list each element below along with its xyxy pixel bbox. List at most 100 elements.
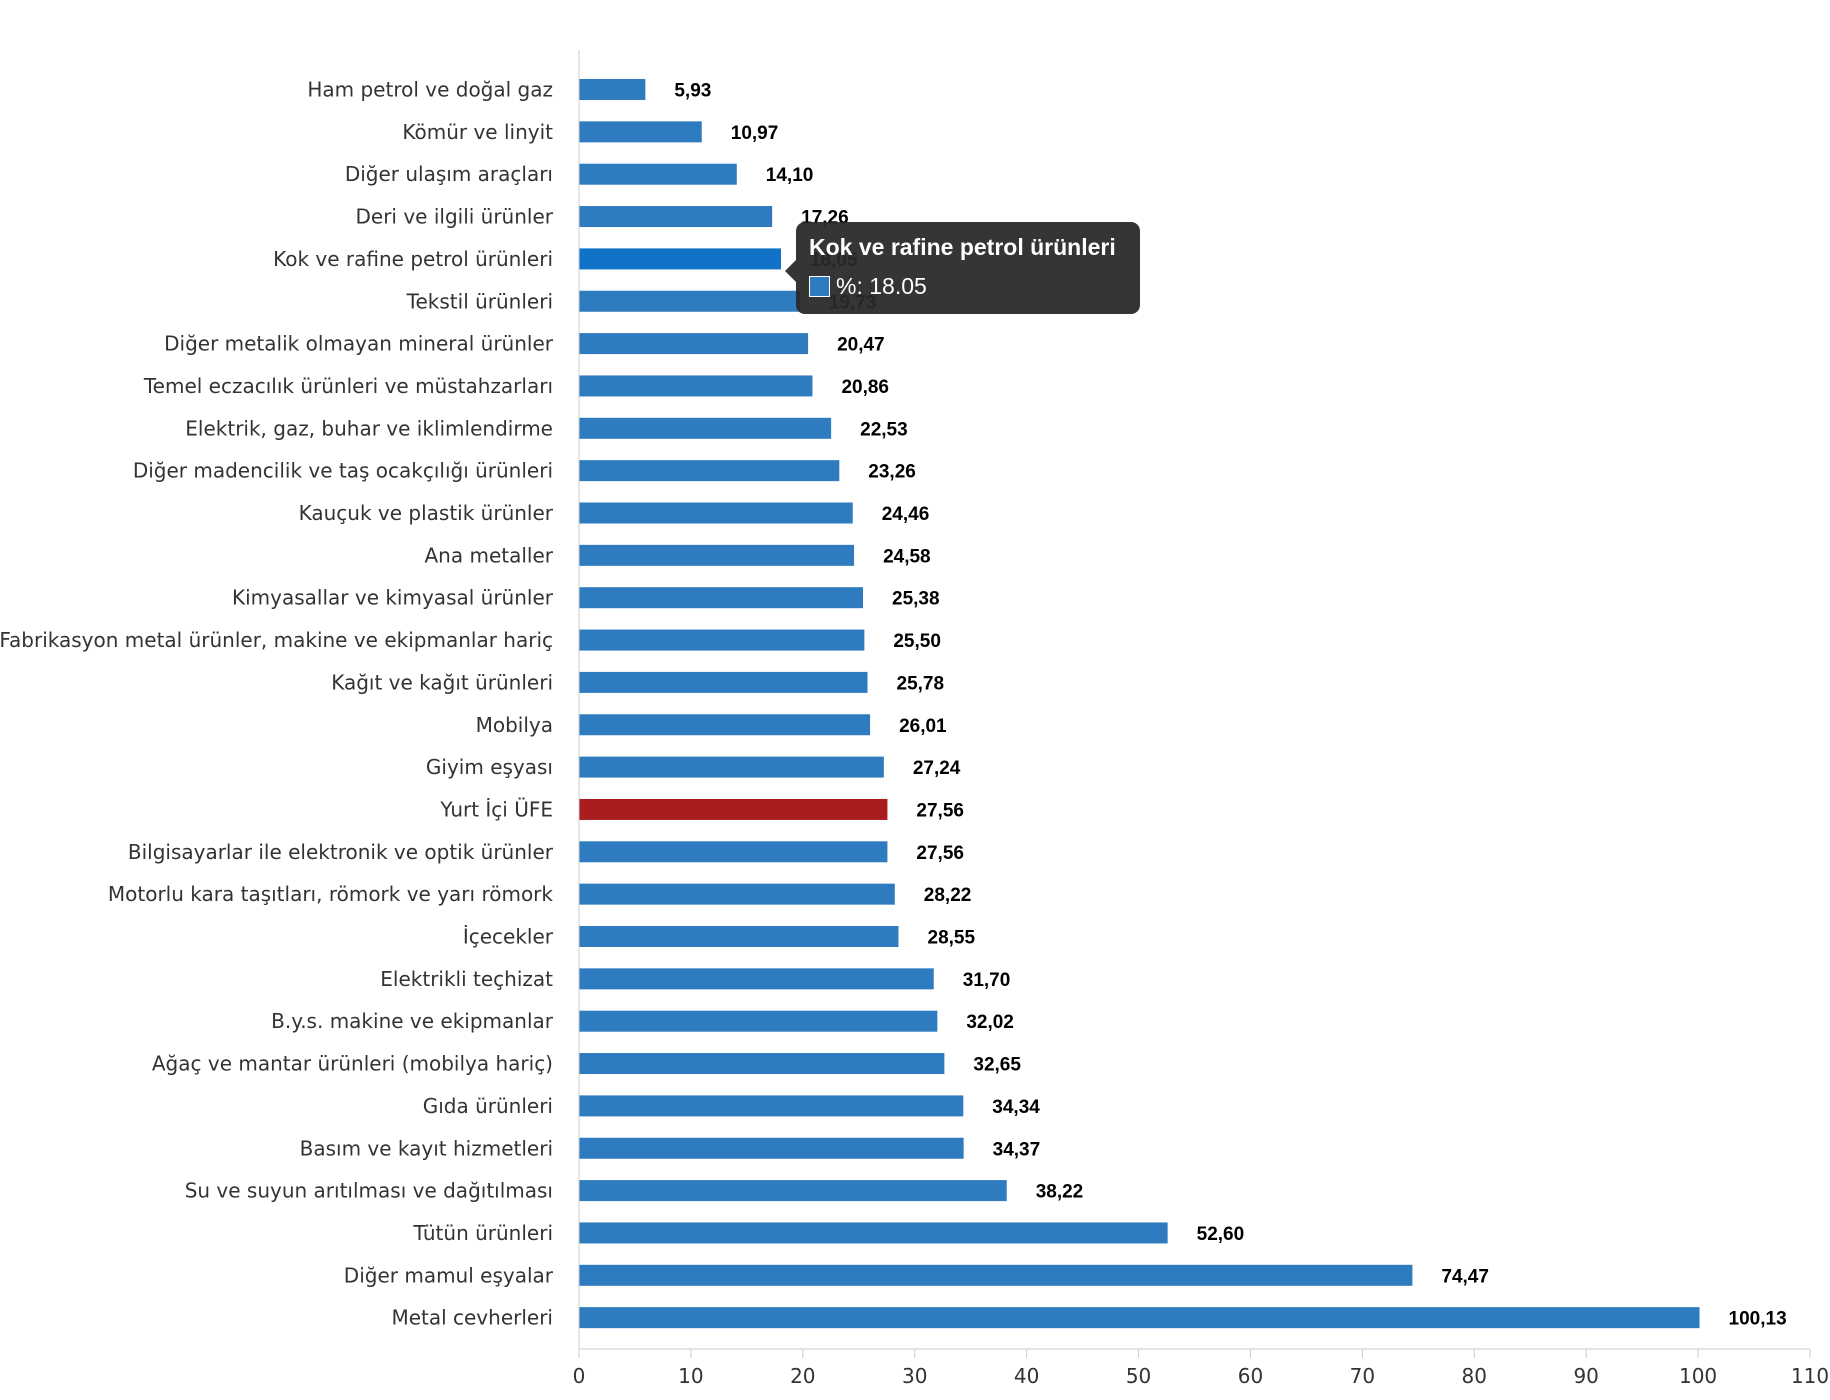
value-label-22: 32,02 xyxy=(966,1012,1014,1033)
x-axis: 0 10 20 30 40 50 60 70 80 90 100 110 xyxy=(573,50,1829,1388)
x-tick-label-8: 80 xyxy=(1462,1364,1487,1388)
value-label-15: 26,01 xyxy=(899,716,947,737)
x-tick-label-11: 110 xyxy=(1791,1364,1829,1388)
value-label-23: 32,65 xyxy=(973,1055,1021,1076)
value-label-11: 24,58 xyxy=(883,546,931,567)
value-label-25: 34,37 xyxy=(993,1139,1041,1160)
category-label-16: Giyim eşyası xyxy=(426,755,553,779)
bar-16[interactable] xyxy=(579,756,884,778)
x-tick-label-4: 40 xyxy=(1014,1364,1039,1388)
category-label-0: Ham petrol ve doğal gaz xyxy=(307,78,553,102)
value-label-17: 27,56 xyxy=(916,800,964,821)
value-label-13: 25,50 xyxy=(893,631,941,652)
bar-23[interactable] xyxy=(579,1053,945,1075)
bar-29[interactable] xyxy=(579,1307,1700,1329)
tooltip-row: %: 18.05 xyxy=(809,273,1128,300)
x-tick-label-10: 100 xyxy=(1679,1364,1717,1388)
bar-4[interactable] xyxy=(579,248,781,270)
category-label-13: Fabrikasyon metal ürünler, makine ve eki… xyxy=(0,628,553,652)
tooltip-value: %: 18.05 xyxy=(836,273,927,299)
bar-27[interactable] xyxy=(579,1222,1168,1244)
value-label-12: 25,38 xyxy=(892,589,940,610)
category-label-20: İçecekler xyxy=(463,925,554,949)
bars-layer xyxy=(579,79,1700,1329)
bar-5[interactable] xyxy=(579,290,800,312)
category-label-28: Diğer mamul eşyalar xyxy=(344,1263,554,1287)
category-label-2: Diğer ulaşım araçları xyxy=(345,162,553,186)
value-label-0: 5,93 xyxy=(674,81,711,102)
category-label-9: Diğer madencilik ve taş ocakçılığı ürünl… xyxy=(133,459,553,483)
category-label-6: Diğer metalik olmayan mineral ürünler xyxy=(164,332,554,356)
bar-24[interactable] xyxy=(579,1095,964,1117)
value-label-28: 74,47 xyxy=(1441,1266,1489,1287)
bar-9[interactable] xyxy=(579,460,840,482)
value-label-2: 14,10 xyxy=(766,165,814,186)
value-label-18: 27,56 xyxy=(916,843,964,864)
bar-10[interactable] xyxy=(579,502,853,524)
bar-15[interactable] xyxy=(579,714,871,736)
category-label-22: B.y.s. makine ve ekipmanlar xyxy=(271,1009,554,1033)
value-label-19: 28,22 xyxy=(924,885,972,906)
bar-18[interactable] xyxy=(579,841,888,863)
category-label-19: Motorlu kara taşıtları, römork ve yarı r… xyxy=(108,882,554,906)
bar-19[interactable] xyxy=(579,883,895,905)
category-label-24: Gıda ürünleri xyxy=(423,1094,553,1118)
category-label-14: Kağıt ve kağıt ürünleri xyxy=(331,670,553,694)
value-label-20: 28,55 xyxy=(928,928,976,949)
bar-8[interactable] xyxy=(579,417,832,439)
bar-2[interactable] xyxy=(579,163,737,185)
bar-28[interactable] xyxy=(579,1264,1413,1286)
chart-tooltip: Kok ve rafine petrol ürünleri %: 18.05 xyxy=(785,222,1140,314)
value-label-1: 10,97 xyxy=(731,123,779,144)
bar-12[interactable] xyxy=(579,587,864,609)
x-tick-label-1: 10 xyxy=(678,1364,703,1388)
value-label-16: 27,24 xyxy=(913,758,961,779)
bar-7[interactable] xyxy=(579,375,813,397)
category-label-29: Metal cevherleri xyxy=(391,1306,553,1330)
category-label-23: Ağaç ve mantar ürünleri (mobilya hariç) xyxy=(152,1052,553,1076)
category-label-10: Kauçuk ve plastik ürünler xyxy=(299,501,554,525)
category-label-1: Kömür ve linyit xyxy=(402,120,553,144)
bar-26[interactable] xyxy=(579,1180,1007,1202)
value-label-24: 34,34 xyxy=(992,1097,1040,1118)
value-label-26: 38,22 xyxy=(1036,1182,1084,1203)
category-label-21: Elektrikli teçhizat xyxy=(380,967,553,991)
bar-11[interactable] xyxy=(579,544,855,566)
tooltip-title: Kok ve rafine petrol ürünleri xyxy=(809,234,1116,260)
bar-3[interactable] xyxy=(579,206,773,228)
bar-6[interactable] xyxy=(579,333,809,355)
value-label-8: 22,53 xyxy=(860,419,908,440)
tooltip-series-swatch xyxy=(809,276,830,297)
value-label-10: 24,46 xyxy=(882,504,930,525)
category-label-18: Bilgisayarlar ile elektronik ve optik ür… xyxy=(128,840,554,864)
value-labels: 5,9310,9714,1017,2618,0519,7320,4720,862… xyxy=(674,81,1786,1330)
bar-1[interactable] xyxy=(579,121,702,143)
category-label-17: Yurt İçi ÜFE xyxy=(439,797,553,821)
category-label-26: Su ve suyun arıtılması ve dağıtılması xyxy=(185,1179,553,1203)
category-label-27: Tütün ürünleri xyxy=(412,1221,553,1245)
bar-0[interactable] xyxy=(579,79,646,100)
bar-25[interactable] xyxy=(579,1137,964,1159)
value-label-6: 20,47 xyxy=(837,335,885,356)
bar-17[interactable] xyxy=(579,798,888,820)
category-label-4: Kok ve rafine petrol ürünleri xyxy=(273,247,553,271)
bar-13[interactable] xyxy=(579,629,865,651)
value-label-21: 31,70 xyxy=(963,970,1011,991)
category-label-8: Elektrik, gaz, buhar ve iklimlendirme xyxy=(185,416,553,440)
bar-21[interactable] xyxy=(579,968,934,990)
x-tick-label-3: 30 xyxy=(902,1364,927,1388)
value-label-9: 23,26 xyxy=(868,462,916,483)
x-tick-label-7: 70 xyxy=(1350,1364,1375,1388)
category-label-25: Basım ve kayıt hizmetleri xyxy=(300,1136,553,1160)
category-label-15: Mobilya xyxy=(476,713,553,737)
value-label-27: 52,60 xyxy=(1197,1224,1245,1245)
bar-22[interactable] xyxy=(579,1010,938,1032)
bar-20[interactable] xyxy=(579,926,899,947)
category-label-11: Ana metaller xyxy=(425,543,554,567)
x-tick-label-2: 20 xyxy=(790,1364,815,1388)
category-label-12: Kimyasallar ve kimyasal ürünler xyxy=(232,586,554,610)
category-label-5: Tekstil ürünleri xyxy=(406,289,553,313)
bar-14[interactable] xyxy=(579,671,868,693)
